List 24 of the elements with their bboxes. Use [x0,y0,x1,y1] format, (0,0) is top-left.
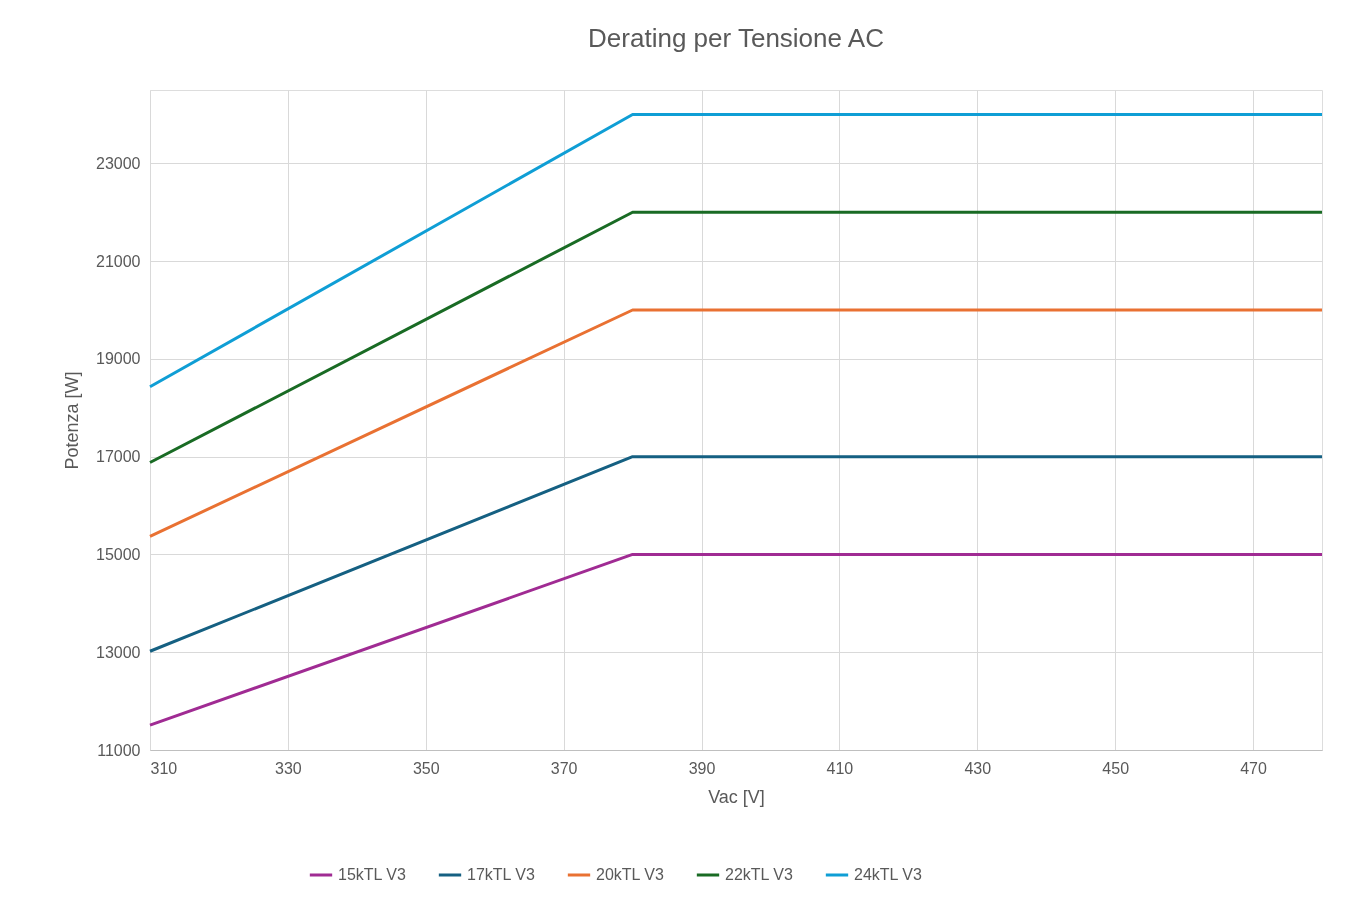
legend-label: 22kTL V3 [725,866,793,883]
x-tick-label: 370 [550,759,578,777]
x-tick-label: 390 [688,759,716,777]
x-tick-label: 470 [1240,759,1267,777]
legend-label: 17kTL V3 [467,866,535,883]
y-tick-label: 13000 [96,643,141,661]
x-tick-label: 430 [964,759,992,777]
x-tick-label: 330 [275,759,302,777]
y-tick-label: 15000 [96,545,141,563]
x-tick-label: 450 [1102,759,1130,777]
legend-label: 15kTL V3 [338,866,406,883]
y-tick-label: 19000 [96,350,141,368]
x-axis-title: Vac [V] [708,786,765,807]
y-tick-label: 21000 [96,252,141,270]
y-tick-label: 11000 [97,741,141,759]
x-tick-label: 310 [150,759,178,777]
y-tick-label: 23000 [96,154,141,172]
x-tick-label: 350 [412,759,440,777]
legend-label: 20kTL V3 [596,866,664,883]
y-tick-label: 17000 [96,448,141,466]
legend-label: 24kTL V3 [854,866,922,883]
y-axis-title: Potenza [W] [62,371,83,470]
chart-title: Derating per Tensione AC [588,23,884,53]
x-tick-label: 410 [826,759,854,777]
